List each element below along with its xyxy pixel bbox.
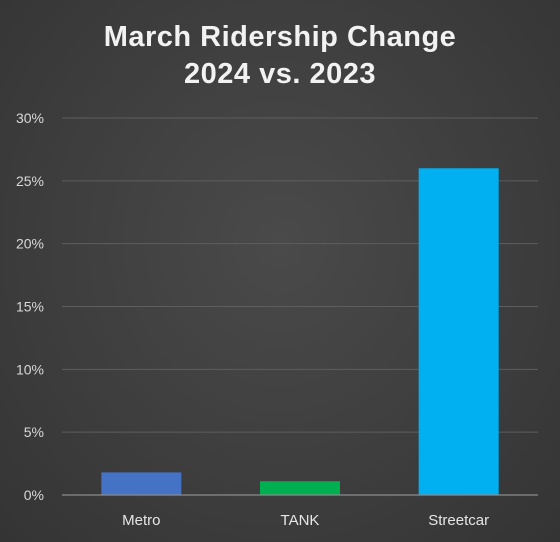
chart-title-line-1: March Ridership Change xyxy=(104,21,457,53)
y-tick-label: 10% xyxy=(16,361,44,377)
y-axis-ticks: 0% 5% 10% 15% 20% 25% 30% xyxy=(16,110,44,503)
y-tick-label: 25% xyxy=(16,173,44,189)
x-category-label: TANK xyxy=(281,512,320,529)
y-tick-label: 15% xyxy=(16,299,44,315)
y-tick-label: 0% xyxy=(24,487,44,503)
y-tick-label: 30% xyxy=(16,110,44,126)
bar-tank xyxy=(260,481,340,495)
x-category-label: Streetcar xyxy=(428,512,489,529)
x-category-label: Metro xyxy=(122,512,160,529)
bars xyxy=(101,168,499,495)
bar-streetcar xyxy=(418,168,499,495)
y-tick-label: 20% xyxy=(16,236,44,252)
chart-title-line-2: 2024 vs. 2023 xyxy=(184,58,376,90)
x-axis-labels: Metro TANK Streetcar xyxy=(122,512,489,529)
bar-metro xyxy=(101,472,182,495)
y-tick-label: 5% xyxy=(24,424,44,440)
